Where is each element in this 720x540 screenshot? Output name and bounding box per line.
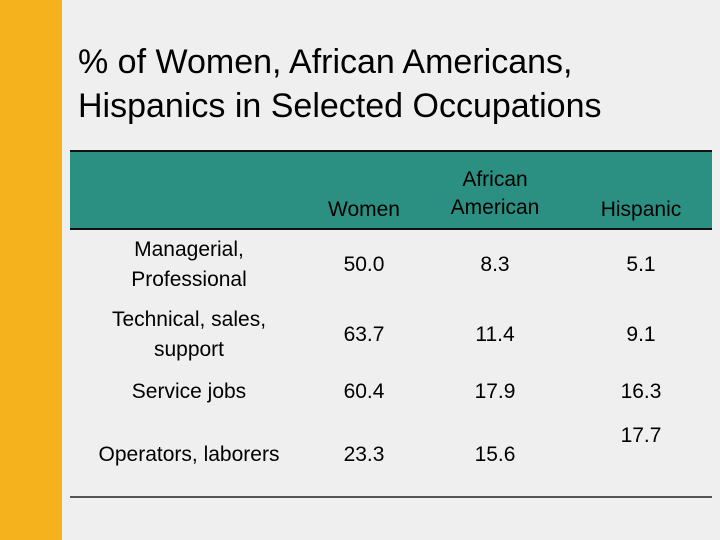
cell-african-american: 15.6 [474,443,516,466]
row-label-line2: support [153,338,225,361]
cell-hispanic: 16.3 [620,380,662,403]
row-label: Service jobs [131,380,247,403]
slide-title: % of Women, African Americans, Hispanics… [78,40,698,128]
cell-women: 23.3 [343,443,385,466]
cell-women: 63.7 [343,323,385,346]
table-row: Managerial, Professional 50.0 8.3 5.1 [70,229,712,300]
row-label-line1: Technical, sales, [111,308,267,331]
table-row: Technical, sales, support 63.7 11.4 9.1 [70,300,712,370]
row-label: Managerial, Professional [70,229,308,300]
row-label: Technical, sales, support [70,300,308,370]
cell-hispanic: 9.1 [626,323,656,346]
cell-african-american: 11.4 [475,323,515,346]
header-african-american-label: African American [450,168,540,219]
row-label: Operators, laborers [98,443,280,466]
cell-african-american: 17.9 [474,380,516,403]
header-hispanic: Hispanic [570,151,712,229]
occupations-table: Women African American Hispanic Manageri… [70,150,712,498]
header-corner-cell [70,151,308,229]
table-header-row: Women African American Hispanic [70,151,712,229]
header-women: Women [308,151,420,229]
header-african-american: African American [420,151,570,229]
cell-african-american: 8.3 [480,253,510,276]
row-label-line2: Professional [131,268,247,291]
cell-hispanic: 17.7 [620,424,662,447]
table-row: Operators, laborers 23.3 15.6 17.7 [70,414,712,497]
cell-hispanic: 5.1 [626,253,656,276]
row-label-line1: Managerial, [134,238,244,261]
accent-bar [0,0,62,540]
title-line-2: Hispanics in Selected Occupations [78,87,602,125]
cell-women: 50.0 [343,253,385,276]
title-line-1: % of Women, African Americans, [78,43,573,81]
cell-women: 60.4 [343,380,385,403]
table-row: Service jobs 60.4 17.9 16.3 [70,370,712,414]
